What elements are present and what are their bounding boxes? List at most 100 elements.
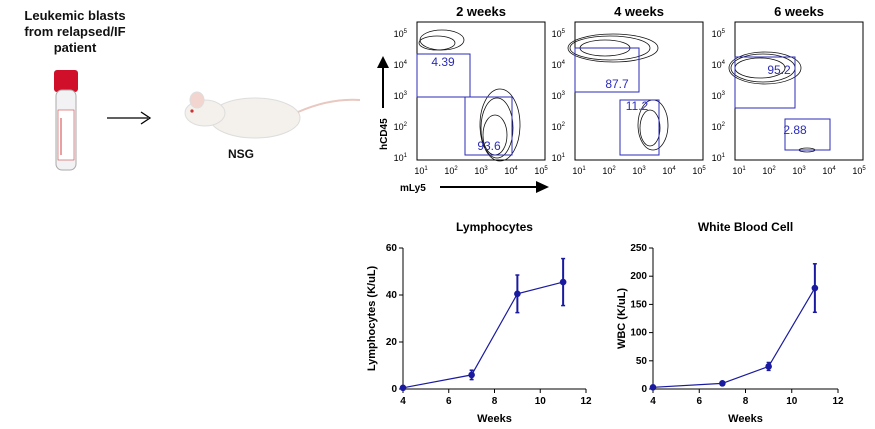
- y-tick-exponent: 1: [404, 153, 408, 159]
- x-tick-label: 12: [580, 396, 592, 407]
- y-axis-label: Lymphocytes (K/uL): [366, 266, 378, 372]
- x-tick-label: 10: [786, 396, 798, 407]
- x-tick-exponent: 3: [802, 166, 806, 172]
- chart-title: Lymphocytes: [456, 220, 533, 234]
- x-tick-label: 104: [822, 166, 836, 176]
- x-tick-label: 103: [474, 166, 488, 176]
- y-tick-label: 150: [630, 299, 647, 310]
- contour: [567, 33, 659, 63]
- upper-gate-value: 4.39: [431, 55, 455, 69]
- schematic: [54, 70, 361, 171]
- lower-gate: [784, 118, 831, 151]
- x-tick-label: 101: [572, 166, 586, 176]
- y-tick-label: 103: [712, 91, 726, 101]
- y-tick-label: 0: [391, 384, 397, 395]
- source-label: Leukemic blasts from relapsed/IF patient: [0, 8, 150, 56]
- y-tick-exponent: 2: [562, 122, 566, 128]
- chart-title: White Blood Cell: [698, 220, 793, 234]
- x-tick-exponent: 1: [424, 166, 428, 172]
- flow-panel-2: 4 weeks 87.7 11.2 101 101 102 102 103 103 104 104 1…: [552, 4, 707, 176]
- x-tick-label: 103: [632, 166, 646, 176]
- contour: [639, 109, 661, 147]
- y-tick-label: 0: [641, 384, 647, 395]
- y-tick-label: 105: [394, 29, 408, 39]
- x-axis-label: Weeks: [477, 413, 512, 425]
- y-tick-exponent: 4: [404, 60, 408, 66]
- x-tick-label: 102: [602, 166, 616, 176]
- x-tick-exponent: 4: [672, 166, 676, 172]
- x-tick-label: 105: [852, 166, 866, 176]
- source-line-1: Leukemic blasts: [24, 8, 126, 23]
- flow-panel-1: 2 weeks 4.39 93.6 101 101 102 102 103 103 104 104 1…: [394, 4, 549, 176]
- upper-gate: [416, 53, 471, 98]
- contour: [479, 88, 521, 162]
- line-chart-2: White Blood Cell 4 6 8 10 12 0 50 100 150 200 250 We…: [616, 220, 844, 425]
- x-tick-label: 8: [492, 396, 498, 407]
- x-tick-exponent: 4: [832, 166, 836, 172]
- y-tick-label: 103: [394, 91, 408, 101]
- data-point: [649, 384, 657, 391]
- upper-gate: [574, 47, 640, 93]
- x-tick-label: 4: [650, 396, 656, 407]
- y-tick-exponent: 3: [562, 91, 566, 97]
- x-arrowhead-icon: [536, 181, 549, 193]
- plot-frame: [734, 21, 864, 161]
- y-tick-exponent: 3: [404, 91, 408, 97]
- lower-gate: [464, 96, 513, 156]
- y-tick-label: 60: [386, 243, 398, 254]
- series-line: [652, 287, 816, 388]
- x-tick-exponent: 3: [484, 166, 488, 172]
- contour: [419, 29, 465, 51]
- y-axis-label: hCD45: [379, 118, 390, 150]
- lower-gate: [619, 99, 660, 156]
- upper-gate-value: 95.2: [767, 63, 791, 77]
- y-tick-exponent: 1: [722, 153, 726, 159]
- x-tick-label: 101: [414, 166, 428, 176]
- x-axis-label: Weeks: [728, 413, 763, 425]
- arrow-right-icon: [107, 111, 152, 125]
- y-tick-label: 102: [712, 122, 726, 132]
- x-tick-exponent: 4: [514, 166, 518, 172]
- panel-title: 6 weeks: [774, 4, 824, 19]
- x-tick-exponent: 2: [454, 166, 458, 172]
- contour: [569, 35, 651, 61]
- x-tick-label: 12: [832, 396, 844, 407]
- flow-cytometry-panels: 2 weeks 4.39 93.6 101 101 102 102 103 103 104 104 1…: [377, 4, 867, 194]
- y-tick-label: 104: [712, 60, 726, 70]
- x-tick-label: 104: [504, 166, 518, 176]
- x-tick-label: 101: [732, 166, 746, 176]
- flow-panel-3: 6 weeks 95.2 2.88 101 101 102 102 103 103 104 104 1…: [712, 4, 867, 176]
- x-tick-exponent: 5: [544, 166, 548, 172]
- y-tick-exponent: 2: [722, 122, 726, 128]
- x-tick-exponent: 1: [742, 166, 746, 172]
- y-arrowhead-icon: [377, 56, 389, 68]
- y-tick-label: 40: [386, 290, 398, 301]
- x-tick-label: 6: [696, 396, 702, 407]
- x-tick-exponent: 2: [772, 166, 776, 172]
- x-tick-label: 6: [446, 396, 452, 407]
- y-tick-exponent: 1: [562, 153, 566, 159]
- x-tick-exponent: 2: [612, 166, 616, 172]
- y-tick-exponent: 3: [722, 91, 726, 97]
- y-tick-exponent: 2: [404, 122, 408, 128]
- x-tick-label: 103: [792, 166, 806, 176]
- y-tick-label: 101: [712, 153, 726, 163]
- y-tick-label: 105: [552, 29, 566, 39]
- upper-gate-value: 87.7: [605, 77, 629, 91]
- y-tick-label: 50: [636, 356, 648, 367]
- x-tick-label: 10: [535, 396, 547, 407]
- x-tick-label: 4: [400, 396, 406, 407]
- x-tick-label: 102: [762, 166, 776, 176]
- mouse-icon: [184, 91, 361, 139]
- lower-gate-value: 2.88: [783, 123, 807, 137]
- data-point: [559, 278, 567, 286]
- data-point: [811, 284, 819, 292]
- y-tick-label: 103: [552, 91, 566, 101]
- lower-gate-value: 11.2: [626, 99, 649, 113]
- x-tick-exponent: 3: [642, 166, 646, 172]
- y-tick-label: 20: [386, 337, 398, 348]
- y-tick-exponent: 5: [404, 29, 408, 35]
- source-line-3: patient: [53, 40, 97, 55]
- y-tick-label: 101: [394, 153, 408, 163]
- y-tick-exponent: 5: [722, 29, 726, 35]
